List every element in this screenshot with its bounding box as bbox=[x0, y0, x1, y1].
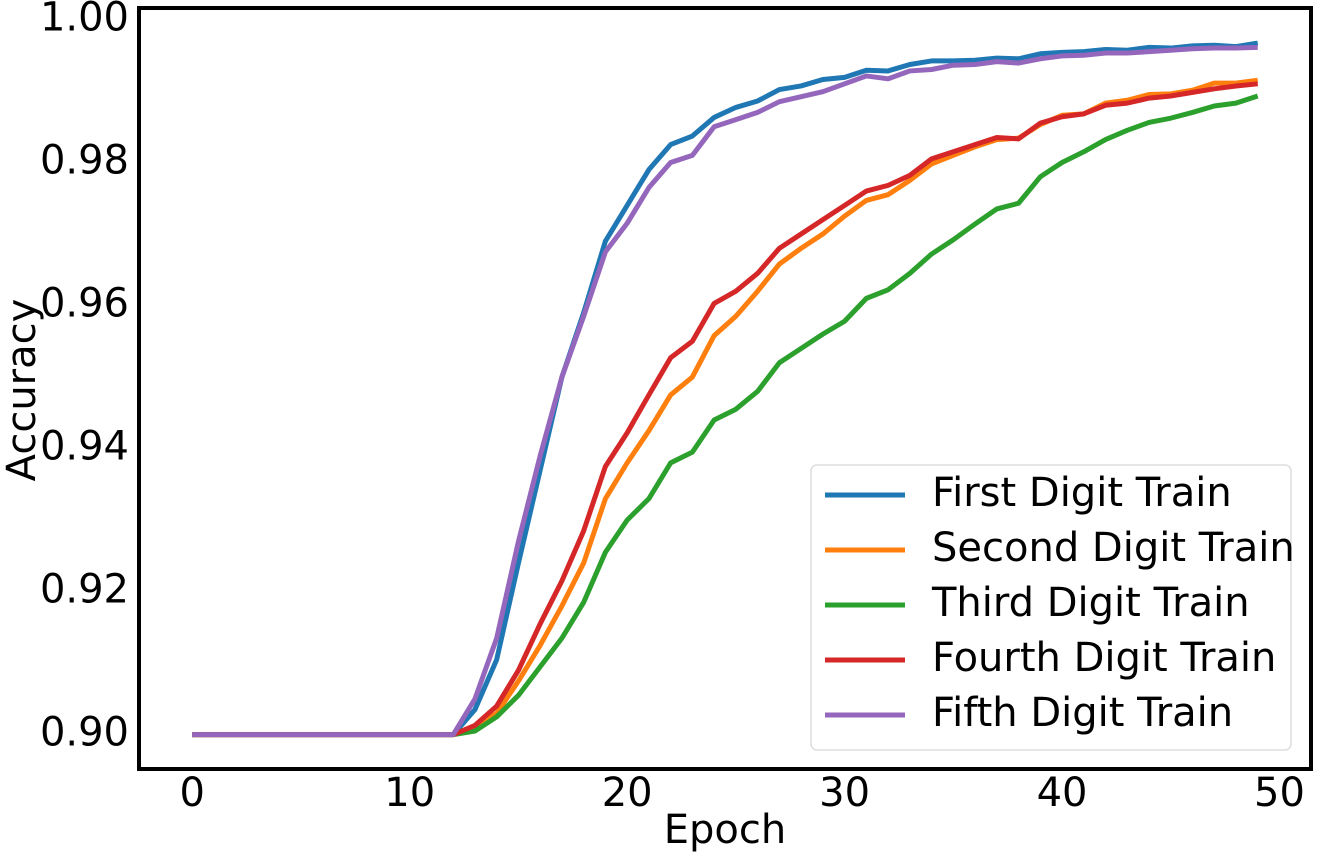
y-tick-label: 0.98 bbox=[40, 137, 129, 183]
x-tick-label: 20 bbox=[602, 770, 653, 816]
legend-box bbox=[810, 464, 1292, 751]
y-tick-label: 0.96 bbox=[40, 281, 129, 327]
x-tick-label: 0 bbox=[180, 770, 205, 816]
y-axis-label: Accuracy bbox=[0, 299, 45, 482]
data-line bbox=[192, 44, 1258, 738]
x-tick-label: 40 bbox=[1037, 770, 1088, 816]
x-tick-label: 50 bbox=[1254, 770, 1305, 816]
legend-label: Third Digit Train bbox=[931, 580, 1250, 626]
legend-label: Fourth Digit Train bbox=[932, 635, 1276, 681]
y-tick-label: 0.90 bbox=[40, 710, 129, 756]
legend-label: Fifth Digit Train bbox=[932, 690, 1233, 736]
legend-label: First Digit Train bbox=[932, 470, 1232, 516]
y-tick-label: 1.00 bbox=[40, 0, 129, 40]
x-tick-label: 30 bbox=[819, 770, 870, 816]
y-tick-label: 0.94 bbox=[40, 424, 129, 470]
x-tick-label: 10 bbox=[384, 770, 435, 816]
y-tick-label: 0.92 bbox=[40, 567, 129, 613]
x-axis-label: Epoch bbox=[664, 807, 786, 853]
plot-frame bbox=[137, 6, 1313, 771]
legend-label: Second Digit Train bbox=[932, 525, 1295, 571]
